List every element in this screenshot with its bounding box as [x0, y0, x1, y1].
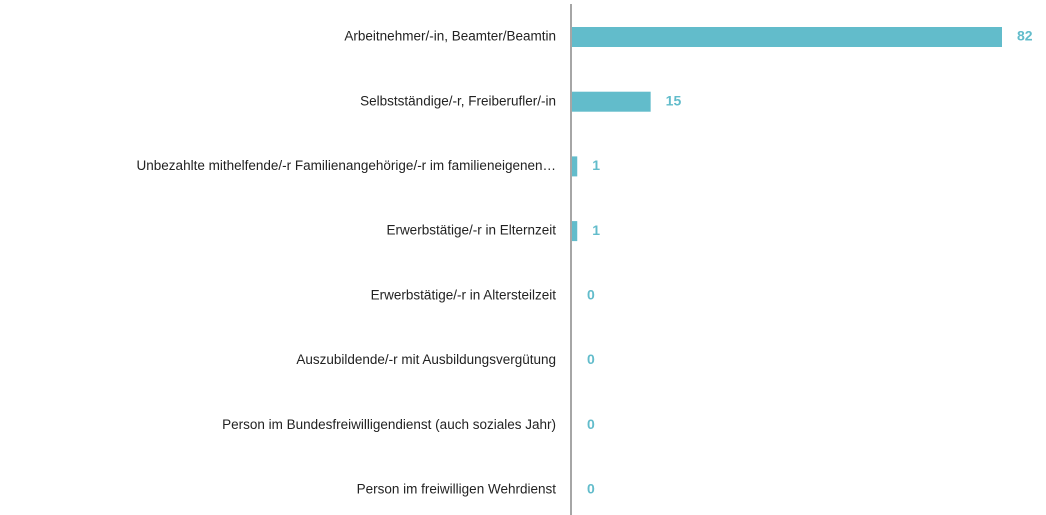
bar: [572, 27, 1002, 47]
value-label: 0: [587, 287, 595, 303]
value-label: 0: [587, 481, 595, 497]
category-label: Erwerbstätige/-r in Elternzeit: [386, 223, 556, 238]
category-label: Person im freiwilligen Wehrdienst: [357, 481, 557, 496]
value-label: 0: [587, 351, 595, 367]
bar: [572, 221, 578, 242]
bar: [572, 91, 651, 112]
value-label: 15: [666, 92, 682, 108]
value-label: 0: [587, 416, 595, 432]
value-label: 1: [592, 222, 600, 238]
category-label: Auszubildende/-r mit Ausbildungsvergütun…: [296, 352, 556, 367]
category-label: Erwerbstätige/-r in Altersteilzeit: [371, 287, 557, 302]
value-label: 82: [1017, 28, 1033, 44]
category-label: Person im Bundesfreiwilligendienst (auch…: [222, 417, 556, 432]
bar: [572, 156, 578, 177]
value-label: 1: [592, 157, 600, 173]
category-label: Selbstständige/-r, Freiberufler/-in: [360, 93, 556, 108]
category-label: Unbezahlte mithelfende/-r Familienangehö…: [137, 158, 556, 173]
category-label: Arbeitnehmer/-in, Beamter/Beamtin: [344, 29, 556, 44]
